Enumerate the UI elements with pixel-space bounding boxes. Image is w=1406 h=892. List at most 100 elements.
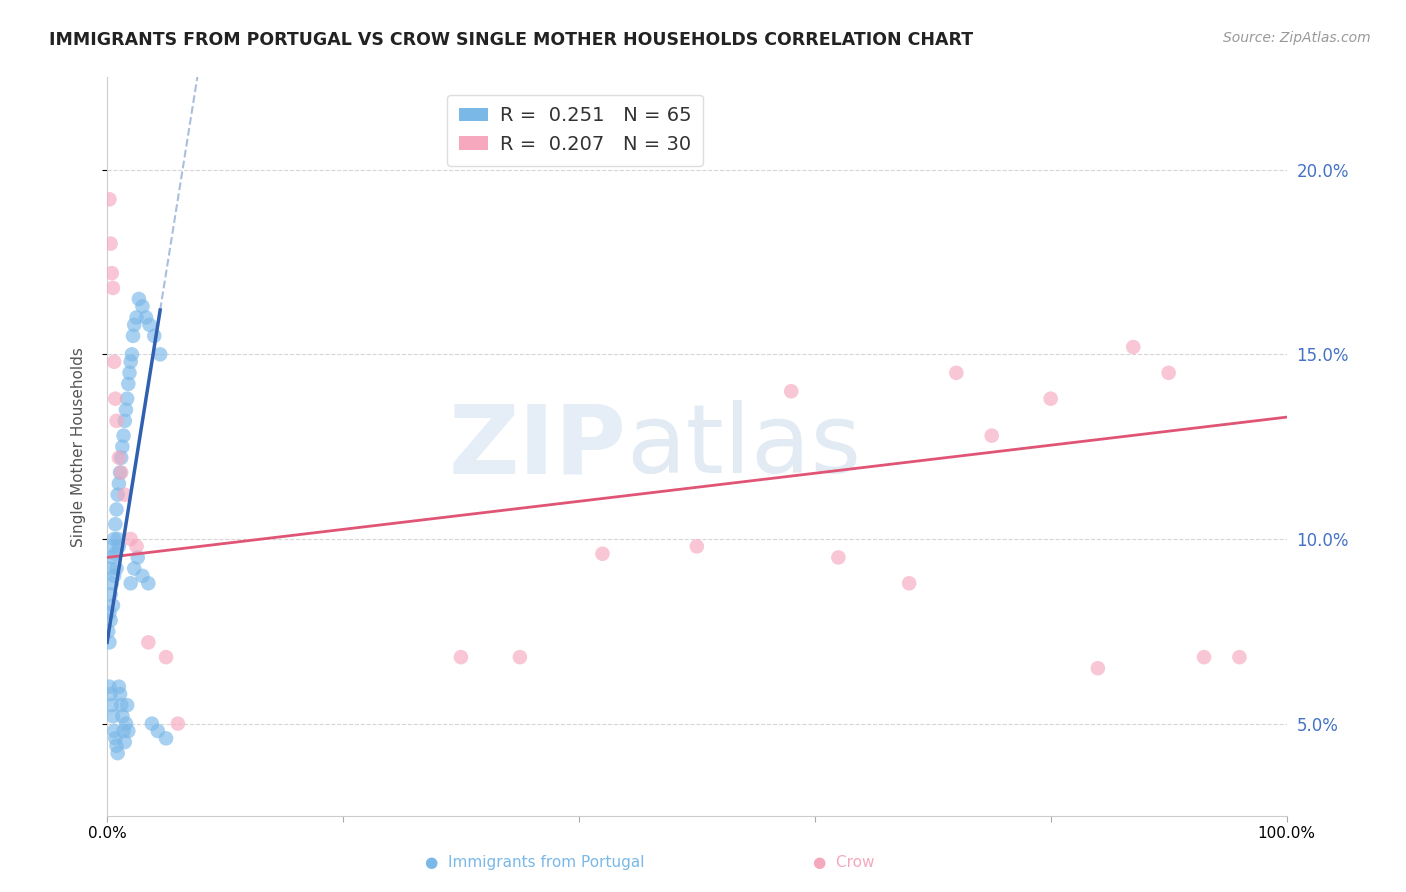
Point	[125, 310, 148, 325]
Point	[141, 716, 163, 731]
Point	[100, 687, 122, 701]
Point	[149, 347, 172, 361]
Point	[138, 318, 160, 332]
Point	[143, 329, 166, 343]
Point	[592, 547, 614, 561]
Point	[101, 698, 124, 713]
Point	[108, 450, 131, 465]
Point	[115, 402, 138, 417]
Point	[112, 723, 135, 738]
Point	[97, 624, 120, 639]
Point	[114, 414, 136, 428]
Point	[104, 731, 127, 746]
Legend: R =  0.251   N = 65, R =  0.207   N = 30: R = 0.251 N = 65, R = 0.207 N = 30	[447, 95, 703, 166]
Point	[1122, 340, 1144, 354]
Point	[115, 698, 138, 713]
Point	[120, 532, 142, 546]
Point	[103, 532, 125, 546]
Point	[100, 561, 122, 575]
Point	[101, 709, 124, 723]
Point	[1039, 392, 1062, 406]
Point	[120, 355, 142, 369]
Text: ●  Crow: ● Crow	[813, 855, 875, 870]
Point	[108, 466, 131, 480]
Point	[117, 376, 139, 391]
Point	[111, 440, 134, 454]
Point	[509, 650, 531, 665]
Point	[98, 192, 121, 206]
Point	[104, 392, 127, 406]
Text: ZIP: ZIP	[449, 401, 626, 493]
Point	[138, 635, 160, 649]
Point	[1087, 661, 1109, 675]
Point	[898, 576, 921, 591]
Point	[105, 739, 128, 753]
Point	[122, 329, 145, 343]
Point	[118, 366, 141, 380]
Point	[103, 355, 125, 369]
Point	[100, 236, 122, 251]
Point	[1229, 650, 1251, 665]
Point	[146, 723, 169, 738]
Point	[101, 599, 124, 613]
Point	[101, 550, 124, 565]
Text: IMMIGRANTS FROM PORTUGAL VS CROW SINGLE MOTHER HOUSEHOLDS CORRELATION CHART: IMMIGRANTS FROM PORTUGAL VS CROW SINGLE …	[49, 31, 973, 49]
Point	[104, 547, 127, 561]
Point	[108, 687, 131, 701]
Point	[155, 731, 177, 746]
Point	[131, 299, 153, 313]
Point	[686, 540, 709, 554]
Point	[827, 550, 849, 565]
Point	[100, 587, 122, 601]
Point	[104, 517, 127, 532]
Point	[98, 680, 121, 694]
Point	[122, 318, 145, 332]
Point	[131, 569, 153, 583]
Point	[105, 502, 128, 516]
Point	[108, 540, 131, 554]
Point	[115, 716, 138, 731]
Point	[114, 488, 136, 502]
Point	[127, 550, 149, 565]
Point	[107, 532, 129, 546]
Point	[1192, 650, 1215, 665]
Point	[945, 366, 967, 380]
Point	[121, 347, 143, 361]
Point	[111, 709, 134, 723]
Point	[125, 540, 148, 554]
Point	[108, 476, 131, 491]
Point	[115, 392, 138, 406]
Point	[98, 606, 121, 620]
Point	[101, 576, 124, 591]
Point	[780, 384, 803, 399]
Point	[166, 716, 188, 731]
Point	[98, 635, 121, 649]
Point	[103, 723, 125, 738]
Point	[980, 428, 1002, 442]
Point	[120, 576, 142, 591]
Point	[155, 650, 177, 665]
Point	[114, 735, 136, 749]
Point	[101, 281, 124, 295]
Point	[138, 576, 160, 591]
Y-axis label: Single Mother Households: Single Mother Households	[72, 347, 86, 547]
Point	[122, 561, 145, 575]
Point	[117, 723, 139, 738]
Text: ●  Immigrants from Portugal: ● Immigrants from Portugal	[425, 855, 644, 870]
Point	[450, 650, 472, 665]
Text: atlas: atlas	[626, 401, 862, 493]
Text: Source: ZipAtlas.com: Source: ZipAtlas.com	[1223, 31, 1371, 45]
Point	[105, 561, 128, 575]
Point	[128, 292, 150, 306]
Point	[107, 746, 129, 760]
Point	[110, 698, 132, 713]
Point	[101, 540, 124, 554]
Point	[110, 466, 132, 480]
Point	[135, 310, 157, 325]
Point	[108, 680, 131, 694]
Point	[101, 266, 124, 280]
Point	[1157, 366, 1180, 380]
Point	[103, 569, 125, 583]
Point	[100, 613, 122, 627]
Point	[107, 488, 129, 502]
